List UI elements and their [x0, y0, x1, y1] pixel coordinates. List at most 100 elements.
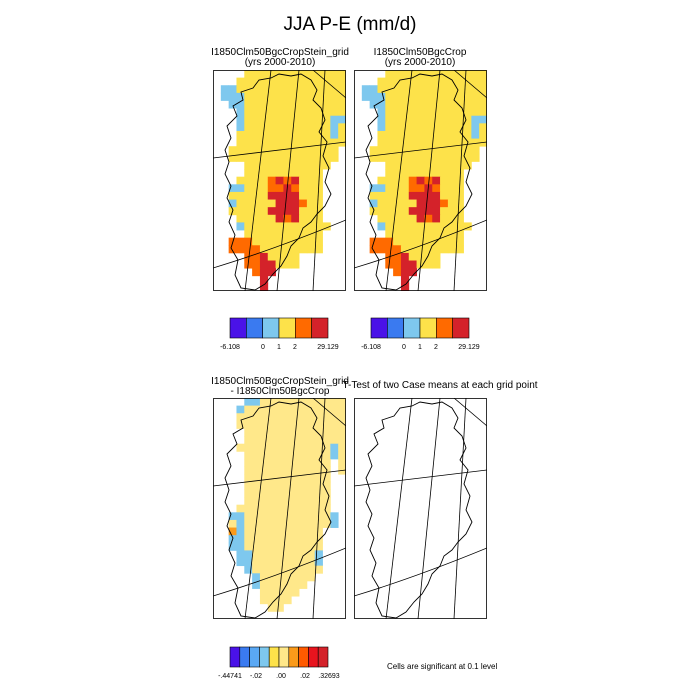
heatmap-cell [236, 245, 245, 254]
heatmap-cell [416, 153, 425, 162]
heatmap-cell [455, 108, 464, 117]
colorbar-label: .32693 [318, 673, 340, 680]
heatmap-cell [416, 222, 425, 231]
heatmap-cell [447, 108, 457, 117]
heatmap-cell [432, 199, 441, 208]
heatmap-cell [252, 451, 261, 460]
heatmap-cell [267, 580, 276, 589]
heatmap-cell [244, 230, 253, 239]
heatmap-cell [236, 100, 245, 109]
heatmap-cell [291, 588, 300, 597]
heatmap-cell [424, 146, 433, 155]
heatmap-cell [259, 130, 269, 139]
heatmap-cell [259, 85, 269, 94]
heatmap-cell [432, 70, 441, 79]
heatmap-cell [400, 153, 410, 162]
heatmap-cell [267, 573, 276, 582]
heatmap-cell [267, 588, 276, 597]
heatmap-cell [299, 146, 308, 155]
heatmap-cell [259, 405, 269, 414]
colorbar-label: 2 [434, 344, 438, 351]
heatmap-cell [244, 489, 253, 498]
heatmap-cell [338, 420, 346, 429]
heatmap-cell [463, 70, 472, 79]
heatmap-cell [275, 565, 284, 574]
heatmap-cell [267, 245, 276, 254]
heatmap-cell [291, 481, 300, 490]
heatmap-cell [252, 558, 261, 567]
colorbar-swatch [278, 317, 296, 339]
heatmap-cell [314, 222, 323, 231]
heatmap-cell [252, 115, 261, 124]
heatmap-cell [283, 451, 292, 460]
heatmap-cell [275, 115, 284, 124]
heatmap-cell [322, 474, 331, 483]
heatmap-cell [306, 77, 316, 86]
heatmap-cell [259, 100, 269, 109]
heatmap-cell [377, 245, 386, 254]
heatmap-cell [236, 108, 245, 117]
heatmap-cell [416, 184, 425, 193]
heatmap-cell [322, 420, 331, 429]
heatmap-cell [291, 451, 300, 460]
heatmap-cell [259, 260, 269, 269]
heatmap-cell [447, 85, 457, 94]
heatmap-cell [283, 405, 292, 414]
colorbar-label: 29.129 [458, 344, 480, 351]
heatmap-cell [267, 603, 276, 612]
heatmap-cell [283, 481, 292, 490]
colorbar-label: -.44741 [218, 673, 242, 680]
heatmap-cell [447, 153, 457, 162]
heatmap-cell [400, 100, 410, 109]
heatmap-cell [252, 100, 261, 109]
heatmap-cell [330, 138, 339, 147]
heatmap-cell [299, 512, 308, 521]
heatmap-cell [314, 436, 323, 445]
heatmap-cell [424, 123, 433, 132]
heatmap-cell [259, 108, 269, 117]
coastline [365, 73, 473, 291]
heatmap-cell [338, 70, 346, 79]
heatmap-cell [306, 153, 316, 162]
heatmap-cell [244, 436, 253, 445]
heatmap-cell [244, 550, 253, 559]
heatmap-cell [267, 405, 276, 414]
colorbar-swatch [259, 646, 270, 668]
heatmap-cell [259, 77, 269, 86]
panel-title-case1-name: I1850Clm50BgcCropStein_grid [211, 47, 349, 58]
heatmap-cell [306, 146, 316, 155]
heatmap-cell [463, 92, 472, 101]
heatmap-cell [306, 100, 316, 109]
colorbar-swatch [249, 646, 260, 668]
latitude-line [213, 141, 346, 159]
heatmap-cell [385, 191, 394, 200]
heatmap-cell [393, 161, 402, 170]
heatmap-cell [314, 474, 323, 483]
heatmap-cell [299, 70, 308, 79]
heatmap-cell [283, 176, 292, 185]
heatmap-cell [314, 497, 323, 506]
heatmap-cell [252, 398, 261, 407]
heatmap-cell [259, 70, 269, 79]
heatmap-cell [252, 222, 261, 231]
heatmap-cell [455, 77, 464, 86]
heatmap-cell [299, 237, 308, 246]
heatmap-cell [259, 275, 269, 284]
heatmap-cell [291, 558, 300, 567]
heatmap-cell [267, 252, 276, 261]
heatmap-cell [299, 230, 308, 239]
heatmap-cell [259, 413, 269, 422]
heatmap-cell [306, 176, 316, 185]
heatmap-cell [244, 535, 253, 544]
heatmap-cell [471, 153, 480, 162]
heatmap-cell [299, 398, 308, 407]
heatmap-cell [275, 100, 284, 109]
heatmap-cell [314, 70, 323, 79]
heatmap-cell [455, 214, 464, 223]
heatmap-cell [283, 489, 292, 498]
heatmap-cell [408, 184, 417, 193]
latitude-line [213, 219, 346, 269]
heatmap-cell [306, 504, 316, 513]
heatmap-cell [408, 176, 417, 185]
heatmap-cell [306, 535, 316, 544]
